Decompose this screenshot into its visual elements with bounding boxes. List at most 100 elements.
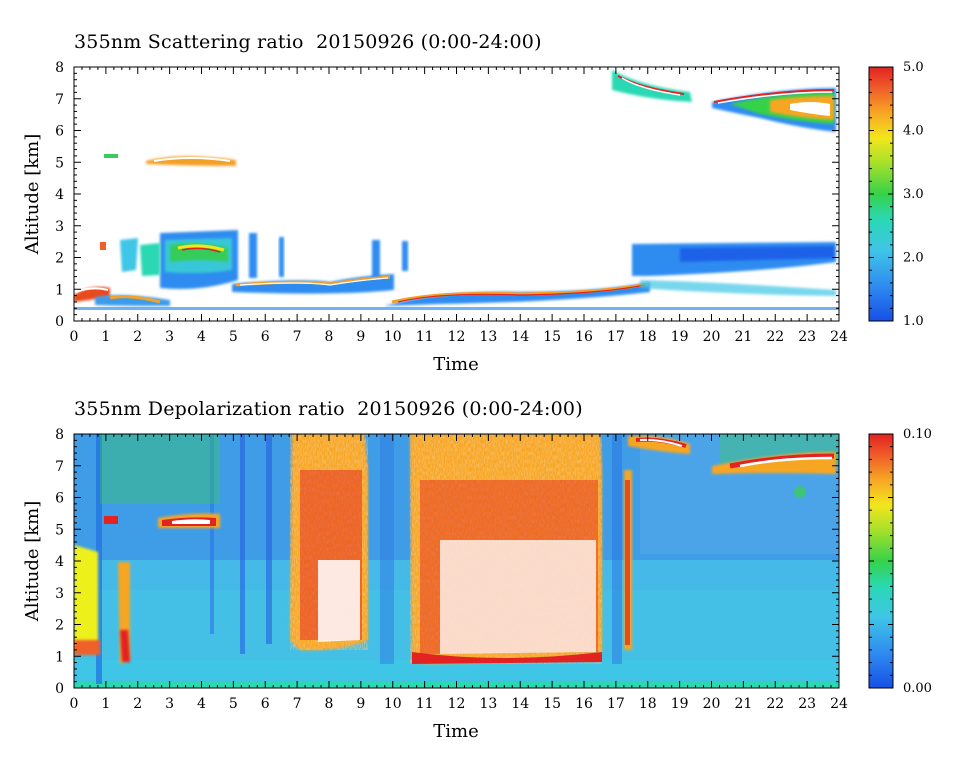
y-tick-label: 4 <box>55 187 64 203</box>
colorbar-scattering-ticks: 1.0 2.0 3.0 4.0 5.0 <box>869 60 924 329</box>
x-tick-label: 15 <box>543 696 561 712</box>
colorbar-depolarization-ticks: 0.00 0.10 <box>869 427 932 696</box>
x-tick-label: 22 <box>766 329 784 345</box>
y-tick-label: 2 <box>55 618 64 634</box>
y-tick-label: 0 <box>55 681 64 697</box>
x-tick-label: 16 <box>575 696 593 712</box>
y-tick-label: 6 <box>55 491 64 507</box>
layer-shape <box>397 284 646 303</box>
layer-core <box>318 560 360 642</box>
y-tick-label: 2 <box>55 251 64 267</box>
x-tick-label: 21 <box>734 329 752 345</box>
colorbar-tick-label: 4.0 <box>903 124 924 139</box>
x-tick-label: 4 <box>197 329 206 345</box>
layer-shape <box>380 434 394 664</box>
layer-shape <box>74 660 839 680</box>
x-tick-label: 15 <box>543 329 561 345</box>
layer-shape <box>391 282 649 304</box>
x-tick-label: 10 <box>384 329 402 345</box>
x-tick-label: 3 <box>165 696 174 712</box>
layer-core <box>739 456 833 468</box>
y-tick-label: 6 <box>55 124 64 140</box>
layer-core <box>440 540 596 654</box>
layer-shape <box>279 237 284 277</box>
x-tick-label: 17 <box>607 329 625 345</box>
y-tick-label: 8 <box>55 60 64 76</box>
layer-shape <box>120 238 138 272</box>
x-tick-label: 19 <box>671 329 689 345</box>
x-tick-label: 16 <box>575 329 593 345</box>
y-tick-label: 3 <box>55 586 64 602</box>
x-tick-label: 11 <box>416 329 434 345</box>
layer-shape <box>402 241 408 271</box>
depolarization-ratio-plot: 0 1 2 3 4 5 6 7 8 9 10 11 12 13 14 15 16 17 18 19 20 21 22 23 24… <box>22 427 932 742</box>
layer-shape <box>100 434 220 504</box>
x-tick-label: 5 <box>229 329 238 345</box>
x-tick-label: 1 <box>101 329 110 345</box>
layer-shape <box>104 516 118 524</box>
x-axis-label: Time <box>433 354 478 375</box>
y-tick-label: 3 <box>55 219 64 235</box>
scattering-ratio-axes: 0 1 2 3 4 5 6 7 8 9 10 11 12 13 14 15 16 17 18 19 20 21 22 23 24… <box>55 60 848 345</box>
layer-core <box>717 91 833 104</box>
layer-shape <box>680 246 834 262</box>
colorbar-tick-label: 0.00 <box>903 681 932 696</box>
x-tick-label: 13 <box>479 696 497 712</box>
x-tick-label: 7 <box>293 329 302 345</box>
layer-core <box>153 157 231 162</box>
colorbar-tick-label: 2.0 <box>903 251 924 266</box>
y-tick-label: 8 <box>55 427 64 443</box>
x-tick-label: 3 <box>165 329 174 345</box>
x-tick-label: 1 <box>101 696 110 712</box>
x-tick-label: 2 <box>133 329 142 345</box>
layer-shape <box>612 434 622 664</box>
x-tick-label: 4 <box>197 696 206 712</box>
y-tick-label: 0 <box>55 314 64 330</box>
y-axis-label: Altitude [km] <box>22 501 43 623</box>
x-tick-label: 10 <box>384 696 402 712</box>
layer-shape <box>74 640 100 655</box>
layer-shape <box>412 652 602 664</box>
y-tick-label: 7 <box>55 92 64 108</box>
x-tick-label: 24 <box>830 329 848 345</box>
x-tick-label: 0 <box>70 329 79 345</box>
x-tick-label: 0 <box>70 696 79 712</box>
depolarization-ratio-heatmap <box>74 434 839 688</box>
layer-shape <box>266 434 272 644</box>
x-tick-label: 24 <box>830 696 848 712</box>
layer-shape <box>74 545 98 652</box>
x-tick-label: 20 <box>703 696 721 712</box>
layer-core <box>621 77 681 96</box>
x-tick-label: 13 <box>479 329 497 345</box>
x-tick-label: 14 <box>511 696 529 712</box>
x-tick-label: 18 <box>639 329 657 345</box>
layer-shape <box>177 244 225 252</box>
y-tick-label: 7 <box>55 459 64 475</box>
layer-shape <box>372 240 380 278</box>
x-tick-label: 9 <box>356 696 365 712</box>
y-tick-label: 4 <box>55 554 64 570</box>
layer-shape <box>96 434 102 684</box>
layer-core <box>790 102 830 116</box>
x-tick-label: 11 <box>416 696 434 712</box>
x-tick-label: 6 <box>261 696 270 712</box>
x-tick-label: 2 <box>133 696 142 712</box>
layer-shape <box>181 247 221 253</box>
colorbar-tick-label: 3.0 <box>903 187 924 202</box>
layer-shape <box>100 242 106 250</box>
x-tick-label: 7 <box>293 696 302 712</box>
x-axis-label: Time <box>433 721 478 742</box>
x-tick-label: 17 <box>607 696 625 712</box>
y-tick-label: 1 <box>55 282 64 298</box>
layer-core <box>239 277 389 286</box>
layer-shape <box>104 154 118 158</box>
x-tick-label: 18 <box>639 696 657 712</box>
y-axis-label: Altitude [km] <box>22 134 43 256</box>
chart-title-depolarization: 355nm Depolarization ratio 20150926 (0:0… <box>74 398 583 420</box>
x-tick-label: 14 <box>511 329 529 345</box>
layer-shape <box>210 434 214 634</box>
layer-shape <box>109 295 161 304</box>
layer-shape <box>794 486 806 498</box>
layer-shape <box>240 434 245 654</box>
